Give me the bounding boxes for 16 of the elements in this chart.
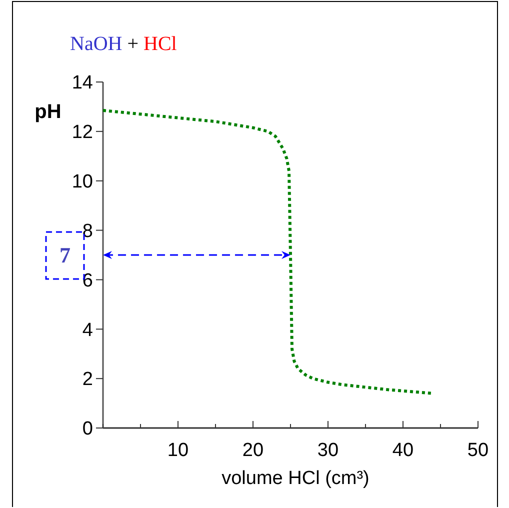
- y-axis-title: pH: [34, 101, 62, 123]
- x-tick-label: 30: [317, 440, 339, 461]
- y-tick-label: 2: [82, 369, 93, 390]
- y-tick-label: 12: [72, 122, 93, 144]
- y-tick-label: 4: [82, 320, 94, 341]
- x-axis-title: volume HCl (cm³): [222, 468, 370, 489]
- x-tick-label: 50: [467, 440, 489, 461]
- x-tick-label: 20: [242, 440, 264, 461]
- x-tick-label: 40: [392, 440, 414, 461]
- y-tick-label: 0: [82, 418, 93, 440]
- ref-line-label: 7: [60, 242, 70, 268]
- x-tick-label: 10: [167, 440, 189, 461]
- chart-title: NaOH + HCl: [70, 33, 178, 55]
- y-tick-label: 10: [72, 172, 93, 193]
- y-tick-label: 14: [72, 72, 94, 94]
- y-tick-label: 8: [82, 220, 93, 242]
